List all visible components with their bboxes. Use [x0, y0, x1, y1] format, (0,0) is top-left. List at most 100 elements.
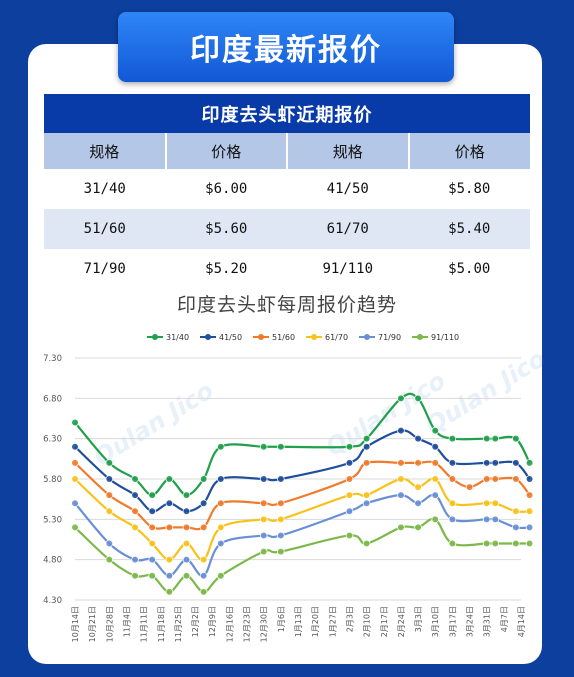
- x-tick-label: 1月20日: [311, 606, 320, 637]
- data-point: [525, 475, 534, 483]
- data-point: [525, 459, 534, 467]
- data-point: [512, 434, 520, 443]
- data-point: [217, 571, 225, 580]
- data-point: [71, 475, 79, 483]
- data-point: [199, 588, 208, 596]
- data-point: [182, 523, 191, 532]
- data-point: [414, 523, 422, 532]
- data-point: [71, 418, 79, 427]
- data-point: [345, 475, 354, 483]
- data-point: [397, 426, 405, 435]
- data-point: [148, 507, 156, 516]
- x-tick-label: 1月13日: [294, 606, 303, 637]
- header-size-1: 规格: [44, 133, 167, 169]
- y-tick-label: 7.30: [43, 354, 62, 364]
- data-point: [512, 539, 520, 548]
- data-point: [217, 442, 225, 451]
- table-row: 71/90 $5.20 91/110 $5.00: [44, 249, 530, 289]
- x-tick-label: 3月24日: [466, 606, 475, 637]
- data-point: [491, 539, 500, 548]
- data-point: [397, 459, 405, 467]
- data-point: [465, 483, 474, 491]
- data-point: [448, 459, 457, 467]
- price-table-header: 规格 价格 规格 价格: [44, 133, 530, 169]
- data-point: [431, 491, 440, 499]
- data-point: [148, 539, 156, 548]
- data-point: [259, 475, 268, 483]
- data-point: [431, 426, 440, 435]
- data-point: [448, 499, 457, 508]
- data-point: [362, 434, 371, 443]
- data-point: [397, 394, 405, 403]
- data-point: [362, 491, 371, 499]
- y-tick-label: 5.30: [43, 515, 62, 525]
- table-row: 31/40 $6.00 41/50 $5.80: [44, 169, 530, 209]
- data-point: [482, 434, 491, 443]
- x-tick-label: 3月17日: [448, 606, 457, 637]
- legend-label: 61/70: [325, 333, 348, 342]
- data-point: [512, 507, 520, 516]
- data-point: [525, 491, 534, 499]
- size-cell: 31/40: [83, 181, 126, 197]
- legend-marker: [152, 334, 158, 340]
- x-tick-label: 11月4日: [122, 606, 131, 637]
- x-tick-label: 10月21日: [88, 606, 97, 642]
- x-tick-label: 2月10日: [363, 606, 372, 637]
- header-price-1: 价格: [165, 133, 288, 169]
- data-point: [277, 475, 285, 483]
- data-point: [182, 539, 191, 548]
- price-cell: $5.20: [205, 261, 248, 277]
- data-point: [362, 539, 371, 548]
- x-tick-label: 11月18日: [157, 606, 166, 642]
- data-point: [345, 442, 354, 451]
- legend-label: 71/90: [378, 333, 401, 342]
- x-tick-label: 4月14日: [517, 606, 526, 637]
- price-table: 印度去头虾近期报价 规格 价格 规格 价格 31/40 $6.00 41/50 …: [44, 94, 530, 289]
- data-point: [448, 539, 457, 548]
- data-point: [71, 499, 79, 508]
- legend-marker: [311, 334, 317, 340]
- data-point: [397, 523, 405, 532]
- data-point: [165, 571, 174, 580]
- data-point: [71, 459, 79, 467]
- price-cell: $5.80: [448, 181, 491, 197]
- data-point: [482, 539, 491, 548]
- size-cell: 61/70: [287, 209, 409, 249]
- data-point: [105, 539, 114, 548]
- x-tick-label: 1月27日: [328, 606, 337, 637]
- x-tick-label: 12月16日: [225, 606, 234, 642]
- data-point: [277, 531, 285, 540]
- data-point: [217, 475, 225, 483]
- x-tick-label: 1月6日: [277, 606, 286, 632]
- data-point: [512, 523, 520, 532]
- data-point: [431, 459, 440, 467]
- x-tick-label: 12月9日: [208, 606, 217, 637]
- data-point: [491, 475, 500, 483]
- data-point: [345, 491, 354, 499]
- data-point: [259, 531, 268, 540]
- data-point: [259, 547, 268, 556]
- legend-label: 91/110: [431, 333, 459, 342]
- legend-marker: [364, 334, 370, 340]
- data-point: [259, 515, 268, 524]
- y-tick-label: 6.30: [43, 435, 62, 445]
- data-point: [414, 434, 422, 443]
- legend-label: 41/50: [219, 333, 242, 342]
- data-point: [131, 491, 139, 499]
- data-point: [165, 523, 174, 532]
- price-cell: $5.00: [448, 261, 491, 277]
- data-point: [165, 588, 174, 596]
- data-point: [199, 571, 208, 580]
- data-point: [482, 515, 491, 524]
- data-point: [148, 491, 156, 499]
- data-point: [131, 555, 139, 564]
- page-banner: 印度最新报价: [118, 12, 454, 82]
- data-point: [217, 539, 225, 548]
- size-cell: 71/90: [83, 261, 126, 277]
- data-point: [414, 459, 422, 467]
- data-point: [525, 523, 534, 532]
- data-point: [397, 491, 405, 499]
- data-point: [414, 483, 422, 491]
- data-point: [448, 434, 457, 443]
